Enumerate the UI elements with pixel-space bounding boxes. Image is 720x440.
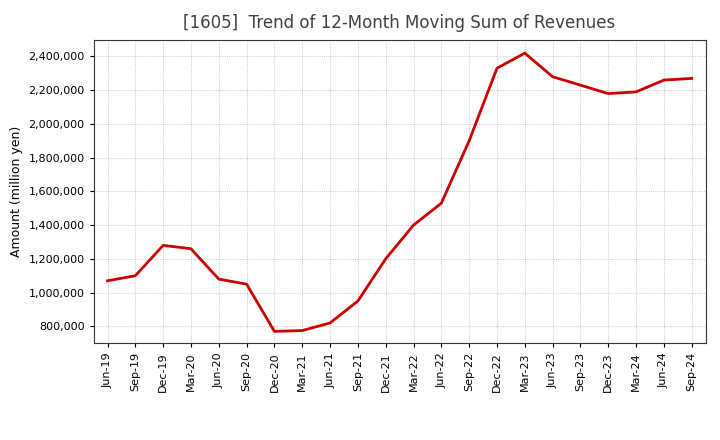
Title: [1605]  Trend of 12-Month Moving Sum of Revenues: [1605] Trend of 12-Month Moving Sum of R… xyxy=(184,15,616,33)
Y-axis label: Amount (million yen): Amount (million yen) xyxy=(10,126,23,257)
